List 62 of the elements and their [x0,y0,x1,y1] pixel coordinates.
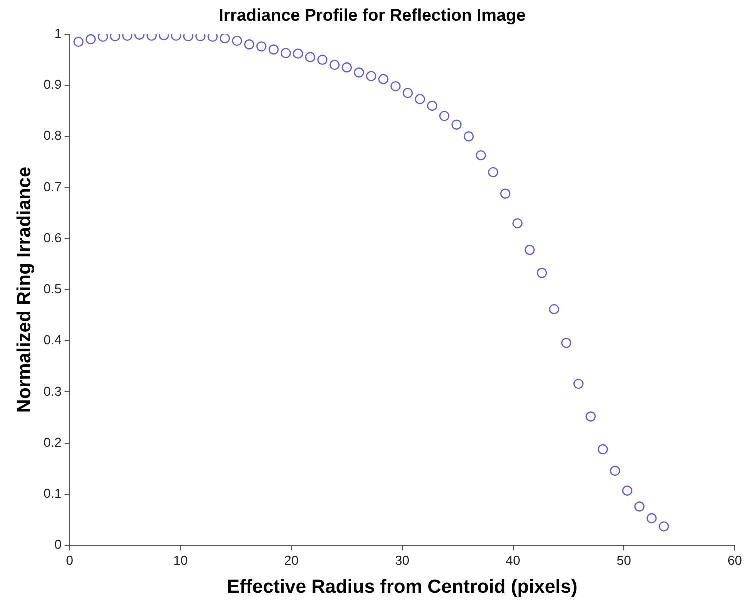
x-tick-label: 50 [616,552,632,568]
point [280,48,292,58]
point [512,218,523,229]
point [232,36,242,46]
point [268,44,279,55]
point [354,68,364,78]
point [330,60,340,70]
point [86,34,96,45]
point [342,62,352,73]
point [488,167,498,178]
point [500,188,511,199]
y-tick-label: 0 [54,537,62,552]
point [402,88,414,98]
y-tick-label: 0.4 [44,332,62,348]
point [561,338,572,348]
point [464,132,474,142]
y-tick-label: 0.7 [44,179,62,194]
x-tick-label: 60 [728,552,742,568]
x-tick-label: 40 [506,552,521,568]
point [305,52,316,63]
y-tick-label: 0.8 [44,128,62,144]
point [622,486,633,496]
y-tick-label: 0.3 [44,384,62,399]
point [610,466,620,476]
chart-title: Irradiance Profile for Reflection Image [218,6,526,25]
y-tick-label: 0.9 [44,77,62,92]
y-tick-label: 1 [54,26,62,41]
point [549,304,560,315]
point [476,150,486,161]
point [537,268,548,278]
point [390,81,401,92]
point [318,54,328,66]
point [244,40,255,50]
point [98,34,108,42]
point [574,378,584,390]
x-tick-label: 20 [284,552,299,568]
point [634,502,645,512]
point [658,522,670,532]
x-tick-label: 0 [66,552,74,568]
x-tick-label: 10 [173,552,188,568]
x-axis-title: Effective Radius from Centroid (pixels) [227,576,578,598]
point [524,245,536,256]
x-tick-label: 30 [395,552,410,568]
y-tick-label: 0.2 [44,434,62,450]
point [256,42,267,52]
point [586,412,596,422]
point [598,444,608,455]
y-tick-label: 0.1 [44,486,62,502]
point [378,74,389,84]
y-tick-label: 0.5 [44,282,62,297]
y-axis-title: Normalized Ring Irradiance [14,166,36,414]
point [646,513,657,524]
point [439,111,450,122]
point [452,120,462,130]
point [220,34,230,44]
point [208,34,218,42]
point [415,94,426,104]
point [293,48,304,59]
y-tick-label: 0.6 [44,230,62,246]
point [74,36,84,48]
point [366,71,376,82]
point [427,100,438,112]
